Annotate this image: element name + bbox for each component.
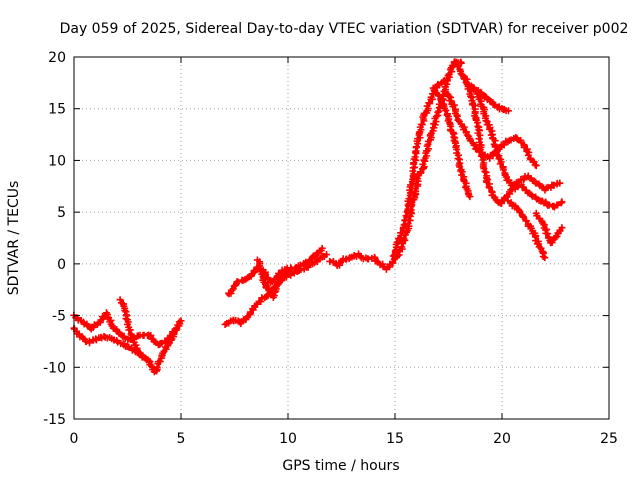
data-point: [528, 192, 536, 200]
data-point: [114, 338, 122, 346]
x-tick-label: 10: [279, 431, 297, 447]
y-tick-label: -15: [43, 412, 66, 428]
x-tick-label: 20: [493, 431, 511, 447]
y-axis-label: SDTVAR / TECUs: [6, 181, 22, 296]
data-point: [318, 244, 326, 252]
data-point: [527, 191, 535, 199]
y-tick-label: 20: [48, 50, 66, 66]
data-point: [145, 357, 153, 365]
data-point: [234, 278, 242, 286]
data-point: [553, 232, 561, 240]
y-tick-label: 15: [48, 102, 66, 118]
data-point: [522, 217, 530, 225]
data-point: [411, 163, 419, 171]
data-point: [457, 59, 465, 67]
data-point: [500, 166, 508, 174]
data-point: [434, 108, 442, 116]
data-point: [85, 337, 93, 345]
data-point: [513, 135, 521, 143]
data-point: [482, 117, 490, 125]
data-point: [545, 201, 553, 209]
data-point: [454, 155, 462, 163]
data-point: [405, 195, 413, 203]
data-point: [148, 362, 156, 370]
data-point: [450, 101, 458, 109]
x-axis-label: GPS time / hours: [282, 458, 399, 474]
data-point: [125, 326, 133, 334]
data-point: [228, 286, 236, 294]
x-tick-label: 15: [386, 431, 404, 447]
data-point: [244, 274, 252, 282]
series-track-7: [329, 59, 463, 271]
x-tick-label: 5: [177, 431, 186, 447]
data-point: [417, 120, 425, 128]
y-tick-label: -5: [52, 309, 66, 325]
data-point: [443, 111, 451, 119]
data-point: [537, 244, 545, 252]
data-point: [552, 234, 560, 242]
data-point: [544, 230, 552, 238]
data-point: [156, 358, 164, 366]
data-point: [539, 253, 547, 261]
data-point: [373, 257, 381, 265]
data-point: [558, 198, 566, 206]
data-point: [432, 112, 440, 120]
data-point: [177, 317, 185, 325]
data-point: [481, 168, 489, 176]
x-tick-label: 0: [70, 431, 79, 447]
data-point: [532, 162, 540, 170]
data-point: [427, 93, 435, 101]
data-point: [402, 212, 410, 220]
y-tick-label: 10: [48, 153, 66, 169]
data-point: [491, 143, 499, 151]
data-point: [554, 201, 562, 209]
data-point: [271, 288, 279, 296]
y-tick-label: 5: [57, 205, 66, 221]
data-point: [173, 324, 181, 332]
y-axis: -15 -10 -5 0 5 10 15 20: [43, 50, 609, 428]
x-axis: 0 5 10 15 20 25: [70, 57, 618, 447]
x-tick-label: 25: [600, 431, 618, 447]
y-tick-label: 0: [57, 257, 66, 273]
data-point: [286, 267, 294, 275]
data-point: [444, 71, 452, 79]
data-point: [121, 306, 129, 314]
data-point: [519, 213, 527, 221]
data-point: [556, 179, 564, 187]
y-tick-label: -10: [43, 360, 66, 376]
grid-lines: [74, 57, 609, 419]
plot-frame: [73, 56, 610, 420]
data-point: [151, 337, 159, 345]
data-point: [504, 107, 512, 115]
data-point: [442, 76, 450, 84]
data-point: [558, 224, 566, 232]
data-points: [70, 58, 566, 376]
data-point: [454, 116, 462, 124]
data-point: [541, 254, 549, 262]
data-point: [158, 339, 166, 347]
data-point: [323, 251, 331, 259]
chart-title: Day 059 of 2025, Sidereal Day-to-day VTE…: [60, 21, 629, 37]
data-point: [389, 252, 397, 260]
data-point: [466, 193, 474, 201]
